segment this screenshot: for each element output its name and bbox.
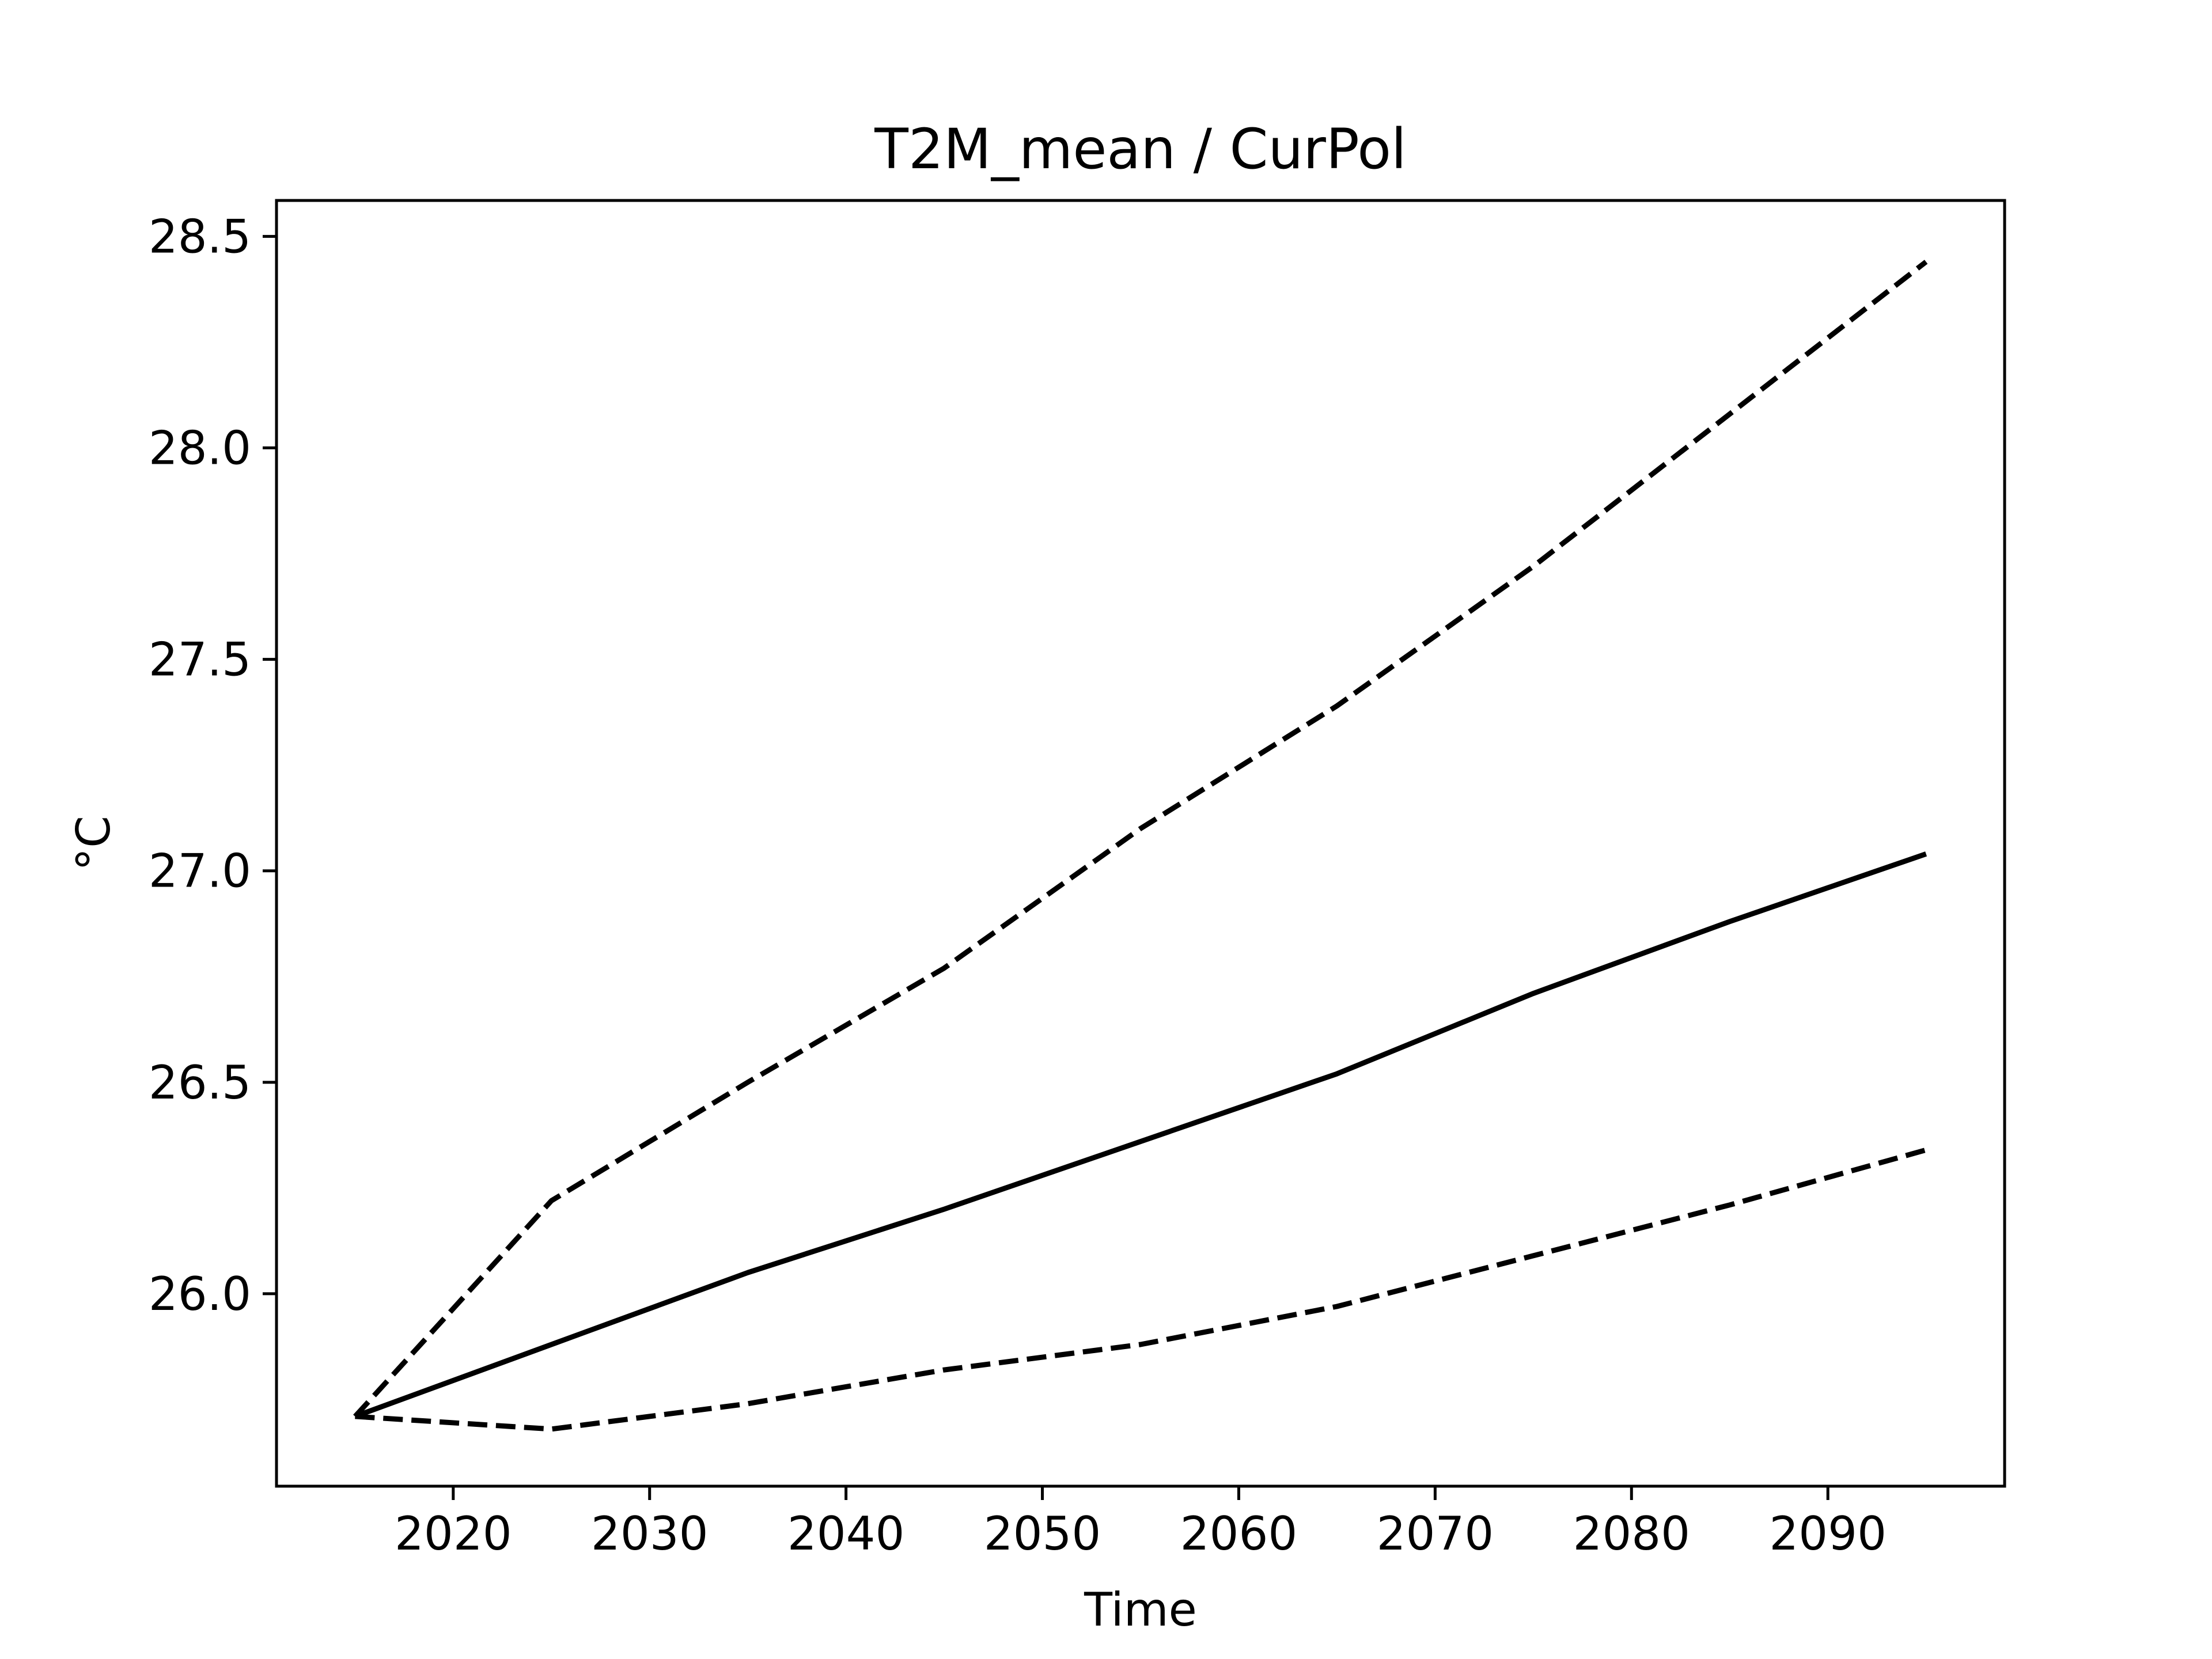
- x-tick-label: 2060: [1180, 1507, 1298, 1560]
- y-tick-label: 26.5: [149, 1056, 251, 1109]
- x-axis: 2020 2030 2040 2050 2060 2070 2080 2090: [395, 1486, 1887, 1560]
- x-tick-label: 2080: [1573, 1507, 1690, 1560]
- lower-bound-line: [355, 1147, 1927, 1432]
- mean-line: [354, 851, 1927, 1419]
- y-axis: 26.0 26.5 27.0 27.5 28.0 28.5: [149, 210, 276, 1321]
- upper-bound-line: [353, 259, 1928, 1418]
- x-tick-label: 2090: [1769, 1507, 1887, 1560]
- x-tick-label: 2020: [395, 1507, 512, 1560]
- x-tick-label: 2050: [984, 1507, 1101, 1560]
- y-tick-label: 26.0: [149, 1267, 251, 1321]
- x-tick-label: 2040: [787, 1507, 905, 1560]
- x-tick-label: 2030: [591, 1507, 709, 1560]
- plot-area-frame: [275, 199, 2006, 1488]
- y-tick-label: 27.5: [149, 633, 251, 687]
- chart-title: T2M_mean / CurPol: [874, 117, 1406, 181]
- x-axis-label: Time: [1084, 1583, 1197, 1637]
- series-layer: [353, 259, 1928, 1432]
- y-tick-label: 28.0: [149, 422, 251, 475]
- y-tick-label: 27.0: [149, 844, 251, 898]
- y-tick-label: 28.5: [149, 210, 251, 263]
- x-tick-label: 2070: [1377, 1507, 1494, 1560]
- y-axis-label: °C: [67, 816, 120, 871]
